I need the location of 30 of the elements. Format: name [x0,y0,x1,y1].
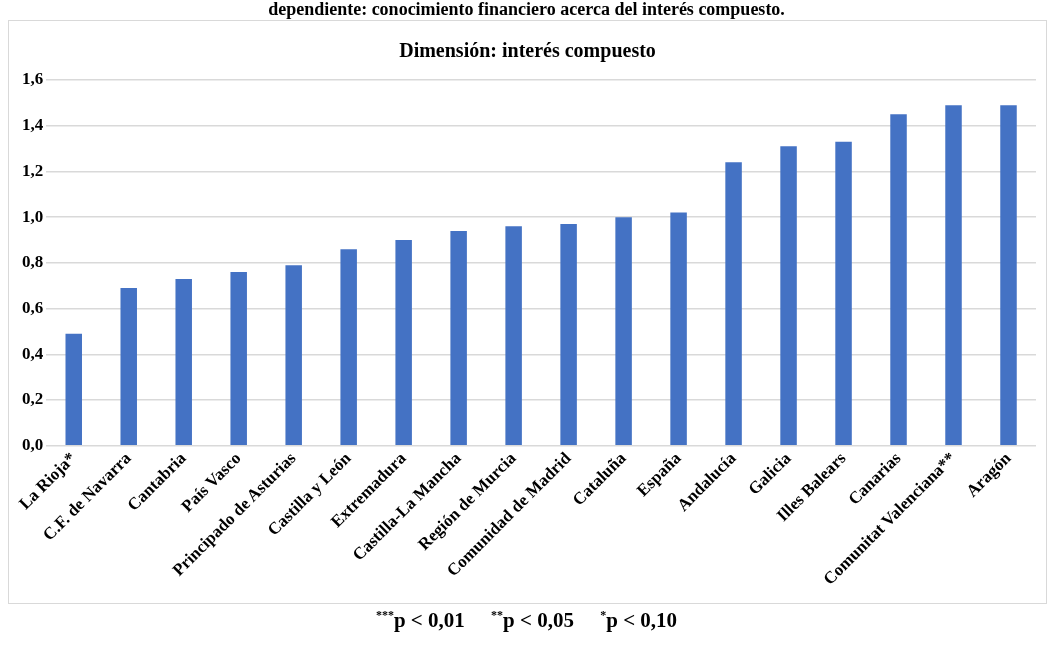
bar [1000,105,1017,446]
bar [560,224,577,446]
bar [670,212,687,446]
bar [230,272,247,446]
y-tick-label: 1,2 [22,160,44,180]
bar [450,230,467,446]
bar [120,288,137,446]
bar [65,333,82,446]
bar [945,105,962,446]
bar [725,162,742,446]
bar [285,265,302,446]
y-tick-label: 1,6 [22,69,44,89]
y-tick-label: 1,4 [22,115,44,135]
chart-title: dependiente: conocimiento financiero acerca del interés compuesto. [267,0,786,19]
y-tick-label: 0,4 [22,343,44,363]
bar [780,146,797,446]
bar [505,226,522,446]
bar [340,249,357,446]
bar [395,240,412,446]
chart-subtitle: Dimensión: interés compuesto [399,39,656,63]
bar [175,278,192,446]
text: $^{***}$p < 0,01 $^{**}$p < 0,05 $^{*}$p < 0,10 [375,608,678,632]
y-tick-label: 0,0 [22,435,44,455]
y-tick-label: 0,2 [22,389,44,409]
bar [890,114,907,446]
y-tick-label: 1,0 [22,206,44,226]
bar [835,141,852,446]
bar [615,217,632,446]
y-tick-label: 0,6 [22,298,44,318]
y-tick-label: 0,8 [22,252,44,272]
